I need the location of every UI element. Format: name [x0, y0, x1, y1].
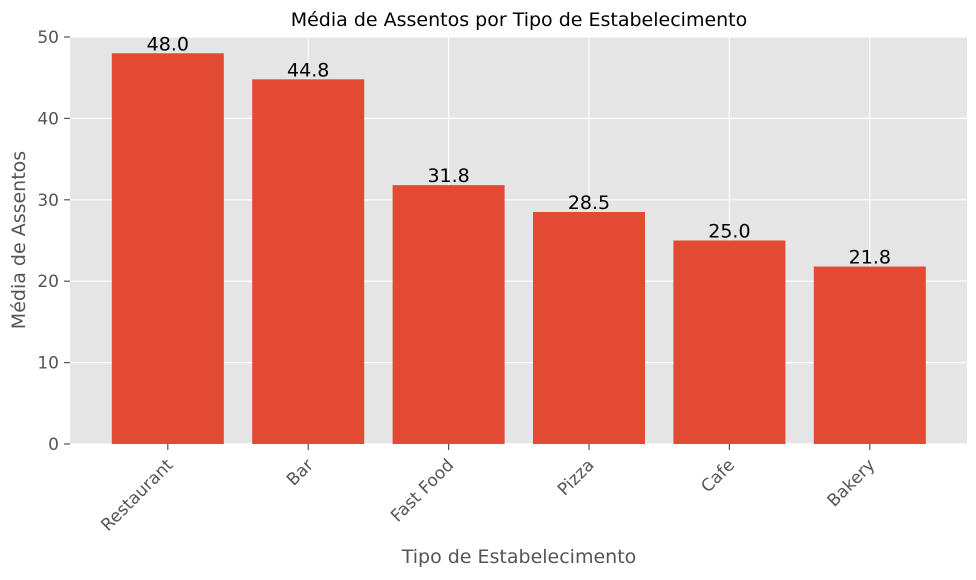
bar-pizza: [533, 212, 645, 444]
x-tick-label: Cafe: [697, 455, 739, 497]
y-tick-label: 20: [37, 272, 59, 292]
bar-value-label: 44.8: [287, 59, 329, 81]
bars: [111, 53, 926, 444]
x-tick-label: Pizza: [554, 455, 598, 499]
x-tick-label: Bar: [283, 455, 318, 490]
bar-value-label: 25.0: [708, 221, 750, 243]
bar-value-label: 28.5: [568, 192, 610, 214]
value-labels: 48.0 44.8 31.8 28.5 25.0 21.8: [147, 33, 891, 268]
bar-value-label: 48.0: [147, 33, 189, 55]
y-tick-label: 0: [48, 435, 59, 455]
bar-bakery: [813, 266, 926, 444]
bar-fast-food: [392, 185, 505, 444]
y-tick-label: 30: [37, 191, 59, 211]
y-tick-label: 10: [37, 354, 59, 374]
x-tick-label: Restaurant: [97, 455, 177, 535]
chart-title: Média de Assentos por Tipo de Estabeleci…: [291, 9, 748, 31]
bar-bar: [252, 79, 365, 444]
bar-restaurant: [111, 53, 224, 444]
x-tick-label: Bakery: [824, 455, 880, 511]
x-tick-label: Fast Food: [387, 455, 458, 526]
x-axis-ticks: Restaurant Bar Fast Food Pizza Cafe Bakery: [97, 444, 879, 535]
bar-cafe: [673, 240, 786, 444]
bar-value-label: 21.8: [849, 247, 891, 269]
bar-value-label: 31.8: [427, 165, 469, 187]
x-axis-label: Tipo de Estabelecimento: [401, 546, 637, 568]
y-axis-label: Média de Assentos: [8, 151, 30, 329]
y-axis-ticks: 0 10 20 30 40 50: [37, 28, 70, 455]
y-tick-label: 50: [37, 28, 59, 48]
y-tick-label: 40: [37, 109, 59, 129]
